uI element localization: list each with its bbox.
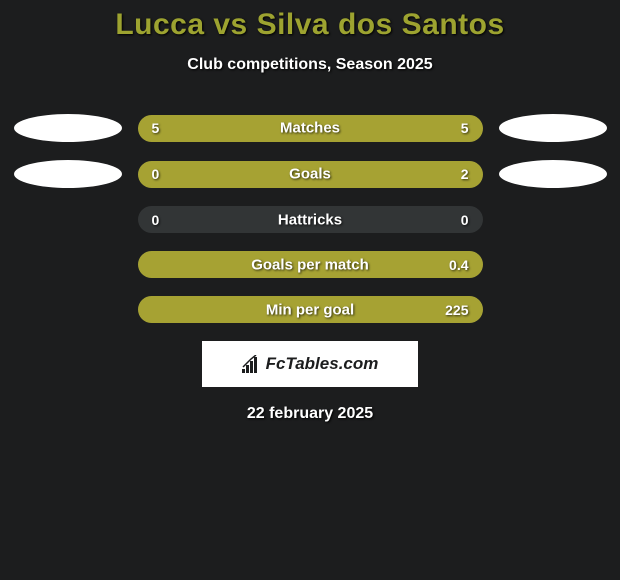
page-title: Lucca vs Silva dos Santos: [0, 8, 620, 42]
stat-bar: 0 Hattricks 0: [138, 206, 483, 233]
stat-row: Goals per match 0.4: [4, 251, 616, 278]
stat-bar: Min per goal 225: [138, 296, 483, 323]
page-subtitle: Club competitions, Season 2025: [0, 56, 620, 74]
stat-value-left: 5: [152, 120, 160, 136]
stat-label: Min per goal: [266, 301, 354, 318]
chart-icon: [242, 355, 262, 373]
stat-value-left: 0: [152, 212, 160, 228]
stat-value-right: 5: [461, 120, 469, 136]
stat-label: Goals per match: [251, 256, 369, 273]
comparison-container: Lucca vs Silva dos Santos Club competiti…: [0, 0, 620, 423]
bar-right-fill: [196, 161, 482, 188]
stat-row: 0 Hattricks 0: [4, 206, 616, 233]
stat-bar: Goals per match 0.4: [138, 251, 483, 278]
stat-bar: 5 Matches 5: [138, 115, 483, 142]
stat-value-right: 225: [445, 302, 468, 318]
stat-label: Matches: [280, 120, 340, 137]
stat-row: 5 Matches 5: [4, 114, 616, 142]
stat-row: Min per goal 225: [4, 296, 616, 323]
stat-label: Goals: [289, 166, 331, 183]
player-left-oval: [14, 114, 122, 142]
logo-text: FcTables.com: [242, 354, 379, 374]
stat-value-right: 0.4: [449, 257, 468, 273]
bar-left-fill: [138, 296, 155, 323]
logo-box[interactable]: FcTables.com: [202, 341, 418, 387]
stats-area: 5 Matches 5 0 Goals 2 0 Hattricks 0 Goals per mat…: [0, 114, 620, 323]
stat-value-right: 0: [461, 212, 469, 228]
logo-label: FcTables.com: [266, 354, 379, 374]
bar-left-fill: [138, 251, 155, 278]
bar-left-fill: [138, 161, 197, 188]
stat-bar: 0 Goals 2: [138, 161, 483, 188]
stat-row: 0 Goals 2: [4, 160, 616, 188]
stat-label: Hattricks: [278, 211, 342, 228]
stat-value-right: 2: [461, 166, 469, 182]
stat-value-left: 0: [152, 166, 160, 182]
player-right-oval: [499, 160, 607, 188]
player-left-oval: [14, 160, 122, 188]
player-right-oval: [499, 114, 607, 142]
date-text: 22 february 2025: [0, 405, 620, 423]
